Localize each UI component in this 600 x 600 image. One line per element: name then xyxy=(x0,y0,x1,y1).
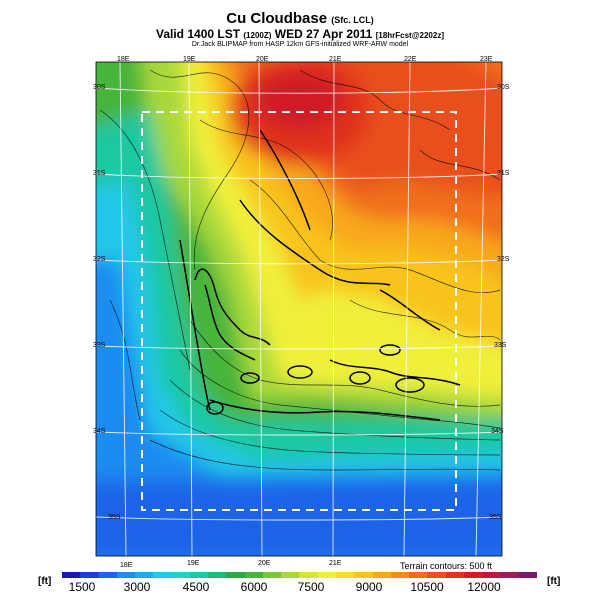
colorbar-label: 4500 xyxy=(182,580,210,594)
right-lat-label: 35S xyxy=(489,514,502,521)
colorbar-swatch xyxy=(409,572,428,578)
colorbar-swatch xyxy=(98,572,117,578)
colorbar-swatch xyxy=(208,572,227,578)
colorbar-swatch xyxy=(518,572,537,578)
right-lat-label: 32S xyxy=(497,256,510,263)
colorbar-swatch xyxy=(445,572,464,578)
colorbar-swatch xyxy=(116,572,136,578)
map-title: Cu Cloudbase (Sfc. LCL) xyxy=(226,10,374,27)
terrain-contour-note: Terrain contours: 500 ft xyxy=(400,561,493,571)
right-lat-label: 30S xyxy=(497,84,510,91)
colorbar-swatch xyxy=(80,572,99,578)
right-lat-label: 33S xyxy=(494,342,507,349)
top-lon-label: 22E xyxy=(404,56,417,63)
colorbar-label: 1500 xyxy=(68,580,96,594)
colorbar-swatch xyxy=(354,572,373,578)
top-lon-label: 21E xyxy=(329,56,342,63)
colorbar-swatch xyxy=(281,572,300,578)
bottom-lon-label: 18E xyxy=(120,562,133,569)
colorbar-swatch xyxy=(262,572,282,578)
right-lat-label: 34S xyxy=(491,428,504,435)
colorbar-label: 10500 xyxy=(410,580,444,594)
colorbar-label: 3000 xyxy=(123,580,151,594)
model-credit: Dr.Jack BLIPMAP from HASP 12km GFS-initi… xyxy=(191,41,409,48)
colorbar-swatch xyxy=(463,572,483,578)
left-lat-label: 31S xyxy=(93,170,106,177)
left-lat-label: 35S xyxy=(108,514,121,521)
colorbar-swatch xyxy=(317,572,336,578)
top-lon-label: 20E xyxy=(256,56,269,63)
bottom-lon-label: 19E xyxy=(187,560,200,567)
left-lat-label: 32S xyxy=(93,256,106,263)
colorbar-swatch xyxy=(500,572,519,578)
colorbar-swatch xyxy=(372,572,391,578)
inner-domain-box xyxy=(141,111,457,511)
colorbar-swatch xyxy=(171,572,190,578)
colorbar-swatch xyxy=(299,572,318,578)
colorbar-label: 12000 xyxy=(467,580,501,594)
valid-time: Valid 1400 LST (1200Z) WED 27 Apr 2011 [… xyxy=(156,27,444,41)
map-frame xyxy=(95,61,503,557)
color-field xyxy=(96,62,502,556)
colorbar-swatch xyxy=(153,572,172,578)
colorbar-swatch xyxy=(482,572,501,578)
left-lat-label: 33S xyxy=(93,342,106,349)
unit-label-left: [ft] xyxy=(38,576,52,587)
colorbar-label: 6000 xyxy=(240,580,268,594)
top-lon-label: 18E xyxy=(117,56,130,63)
top-lon-label: 19E xyxy=(183,56,196,63)
bottom-lon-label: 20E xyxy=(258,560,271,567)
colorbar-swatch xyxy=(244,572,263,578)
colorbar-swatch xyxy=(189,572,209,578)
colorbar-swatch xyxy=(390,572,410,578)
bottom-lon-label: 21E xyxy=(329,560,342,567)
left-lat-label: 30S xyxy=(93,84,106,91)
colorbar-swatch xyxy=(427,572,446,578)
colorbar-swatch xyxy=(335,572,355,578)
right-lat-label: 31S xyxy=(497,170,510,177)
colorbar-label: 9000 xyxy=(355,580,383,594)
unit-label-right: [ft] xyxy=(547,576,561,587)
left-lat-label: 34S xyxy=(93,428,106,435)
colorbar xyxy=(62,572,537,578)
top-lon-label: 23E xyxy=(480,56,493,63)
colorbar-swatch xyxy=(226,572,245,578)
colorbar-label: 7500 xyxy=(297,580,325,594)
colorbar-swatch xyxy=(62,572,81,578)
colorbar-swatch xyxy=(135,572,154,578)
